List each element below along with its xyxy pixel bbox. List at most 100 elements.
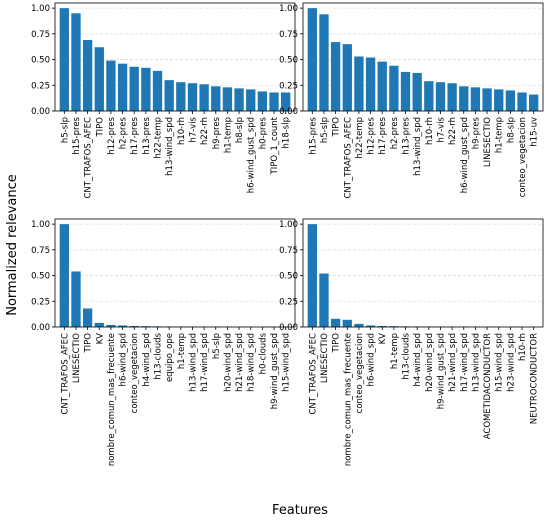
x-tick-label: h10-rh <box>518 333 528 361</box>
chart-panel-1: 0.00 0.25 0.50 0.75 1.00 h5-slp h15-pres CNT_TR… <box>31 2 296 199</box>
y-tick-label: 1.00 <box>279 220 298 230</box>
x-tick-label: h13-clouds <box>402 332 412 379</box>
bar <box>82 40 93 111</box>
bar <box>365 57 376 111</box>
x-tick-label: h1-temp <box>177 333 187 369</box>
x-tick-label: h0-pres <box>258 116 268 149</box>
x-tick-label: TIPO <box>332 333 342 354</box>
x-tick-label: h2-pres <box>119 116 129 149</box>
y-tick-label: 1.00 <box>31 220 50 230</box>
x-tick-label: h18-slp <box>282 117 292 148</box>
bar <box>377 61 387 111</box>
x-tick-label: h10-rh <box>177 117 187 145</box>
x-tick-label: h6-wind_gust_spd <box>247 117 257 193</box>
bar <box>246 89 256 111</box>
x-tick-label: h15-uv <box>530 117 540 147</box>
y-tick-label: 0.50 <box>31 272 50 282</box>
x-tick-label: h22-temp <box>154 117 164 159</box>
bar <box>389 326 399 327</box>
x-tick-label: h9-pres <box>212 116 222 149</box>
bar <box>424 81 434 111</box>
bar <box>505 90 516 111</box>
x-tick-label: nombre_comun_mas_frecuente <box>343 333 353 466</box>
x-tick-label: h15-wind_spd <box>282 333 292 392</box>
bar <box>529 94 539 111</box>
y-tick-label: 1.00 <box>31 4 50 14</box>
y-tick-label: 0.00 <box>31 323 50 333</box>
x-tick-label: KV <box>378 333 388 345</box>
chart-panel-4: 0.00 0.25 0.50 0.75 1.00 CNT_TRAFOS_AFEC LINES… <box>279 218 544 466</box>
bar <box>435 82 446 111</box>
y-tick-label: 0.75 <box>31 246 50 256</box>
bar <box>517 92 527 111</box>
x-tick-label: h4-wind_spd <box>413 333 423 386</box>
x-tick-label: ACOMETIDACONDUCTOR <box>483 333 493 439</box>
x-tick-label: equipo_ope <box>165 333 175 382</box>
x-tick-label: h12-pres <box>367 116 377 154</box>
y-tick-label: 0.25 <box>31 297 50 307</box>
x-tick-label: CNT_TRAFOS_AFEC <box>84 117 94 199</box>
x-tick-label: LINESECTIO <box>72 333 82 383</box>
bar <box>59 8 69 111</box>
x-tick-label: h5-slp <box>320 117 330 143</box>
x-tick-label: h1-temp <box>495 117 505 153</box>
y-tick-label: 0.00 <box>279 107 298 117</box>
chart-panel-3: 0.00 0.25 0.50 0.75 1.00 CNT_TRAFOS_AFEC LINES… <box>31 218 296 466</box>
x-tick-label: h7-vis <box>436 116 446 142</box>
x-tick-label: h8-slp <box>506 117 516 143</box>
bar <box>307 224 317 327</box>
y-tick-label: 0.25 <box>279 81 298 91</box>
x-tick-label: h13-clouds <box>154 332 164 379</box>
x-tick-label: conteo_vegetacion <box>518 117 528 197</box>
bar <box>129 66 139 111</box>
x-tick-label: nombre_comun_mas_frecuente <box>107 333 117 466</box>
y-tick-label: 0.75 <box>31 30 50 40</box>
x-tick-label: h15-wind_spd <box>495 333 505 392</box>
x-tick-label: h22-temp <box>355 117 365 159</box>
bar <box>211 86 221 111</box>
y-tick-label: 0.50 <box>279 56 298 66</box>
bar <box>319 273 329 327</box>
x-tick-label: h13-pres <box>142 116 152 154</box>
bar <box>141 67 151 111</box>
y-tick-label: 1.00 <box>279 4 298 14</box>
x-tick-label: h17-wind_spd <box>200 333 210 392</box>
x-tick-label: h13-wind_spd <box>471 333 481 392</box>
x-axis-title: Features <box>272 503 328 518</box>
axes-frame <box>302 2 544 112</box>
x-tick-label: LINESECTIO <box>320 333 330 383</box>
y-tick-label: 0.75 <box>279 30 298 40</box>
x-tick-label: h5-slp <box>60 117 70 143</box>
x-tick-label: TIPO <box>332 117 342 138</box>
bar <box>222 87 233 111</box>
x-tick-label: conteo_vegetacion <box>130 333 140 413</box>
x-tick-label: h15-pres <box>72 116 82 154</box>
x-tick-label: h10-rh <box>425 117 435 145</box>
bar <box>389 65 399 111</box>
x-tick-label: TIPO_1_count <box>270 116 280 175</box>
axes-frame <box>302 218 544 328</box>
bar <box>106 60 116 111</box>
bar <box>307 8 317 111</box>
y-axis-title: Normalized relevance <box>5 174 20 316</box>
bar <box>117 63 128 111</box>
x-tick-label: h6-wind_gust_spd <box>460 117 470 193</box>
x-tick-label: h23-wind_spd <box>506 333 516 392</box>
x-tick-label: h21-wind_spd <box>235 333 245 392</box>
y-tick-label: 0.75 <box>279 246 298 256</box>
bar <box>459 86 469 111</box>
bar <box>94 47 104 111</box>
x-tick-label: KV <box>95 333 105 345</box>
x-tick-label: h6-wind_spd <box>119 333 129 386</box>
bar <box>330 42 341 112</box>
bar <box>187 83 198 111</box>
x-tick-label: h18-wind_spd <box>247 333 257 392</box>
bar <box>269 92 279 111</box>
bar <box>117 325 128 327</box>
y-tick-label: 0.25 <box>31 81 50 91</box>
x-tick-label: conteo_vegetacion <box>355 333 365 413</box>
bar <box>59 224 69 327</box>
y-tick-label: 0.00 <box>31 107 50 117</box>
x-tick-label: h13-wind_spd <box>413 117 423 176</box>
